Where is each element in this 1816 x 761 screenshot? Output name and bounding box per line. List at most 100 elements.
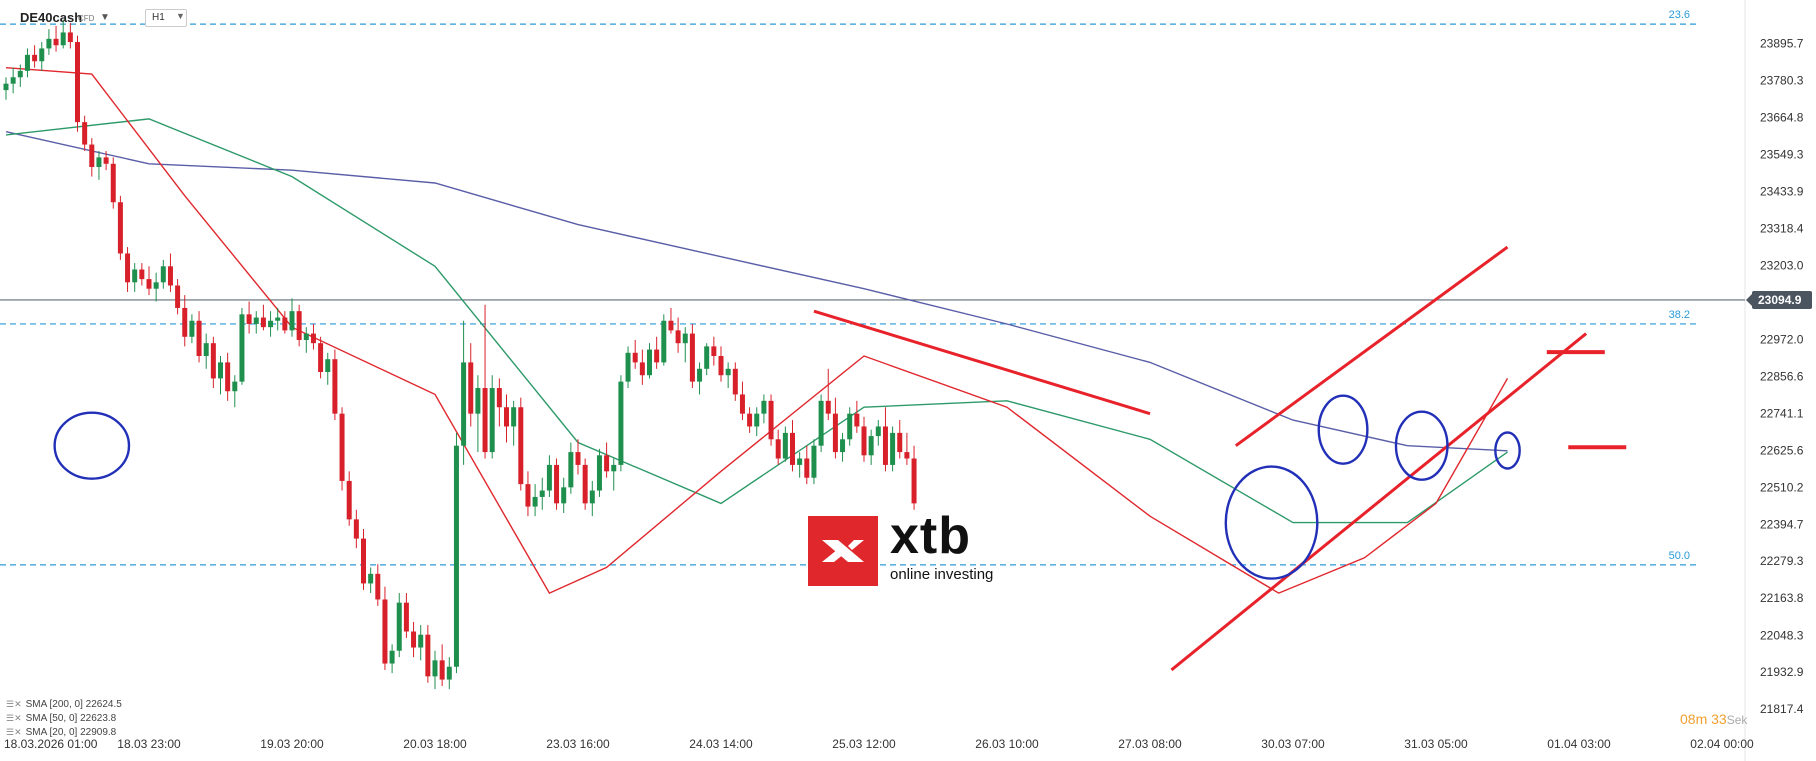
time-tick-label: 20.03 18:00: [403, 737, 467, 751]
candle: [275, 307, 281, 331]
candle: [418, 625, 424, 661]
candle: [739, 381, 745, 421]
candle: [332, 349, 338, 421]
legend-item[interactable]: ☰✕ SMA [200, 0] 22624.5: [6, 697, 122, 711]
candle-body: [268, 320, 274, 328]
candle-body: [289, 311, 295, 331]
candle: [139, 263, 145, 286]
candle: [160, 259, 166, 289]
candle: [296, 304, 302, 347]
candle-body: [682, 333, 688, 344]
candle-body: [461, 362, 467, 446]
candle: [754, 407, 760, 437]
fib-level-label: 50.0: [1669, 550, 1690, 562]
candle-body: [368, 573, 374, 584]
candle: [854, 400, 860, 433]
candle: [747, 407, 753, 433]
highlight-circle: [1394, 410, 1449, 481]
candle: [532, 484, 538, 517]
candle-body: [568, 452, 574, 488]
candle: [782, 426, 788, 462]
candle-body: [475, 388, 481, 414]
candle: [361, 528, 366, 590]
candle: [182, 295, 188, 347]
candle-body: [318, 343, 324, 373]
price-tick-label: 23895.7: [1760, 36, 1804, 50]
candle: [704, 343, 710, 376]
candle: [904, 432, 910, 465]
candle: [439, 644, 445, 686]
candle: [875, 420, 881, 446]
timeframe-select[interactable]: H1 ▼: [145, 9, 187, 27]
candle-body: [182, 307, 188, 337]
candle: [89, 138, 95, 177]
candle-body: [403, 602, 409, 632]
candle: [67, 22, 73, 49]
highlight-circle: [1494, 431, 1521, 470]
candle-body: [32, 54, 38, 62]
candle: [897, 420, 903, 459]
candle: [768, 394, 774, 446]
candle: [511, 400, 517, 446]
candle: [17, 64, 23, 87]
candle: [468, 343, 474, 427]
candle-body: [775, 439, 781, 459]
candle-body: [489, 388, 495, 453]
time-tick-label: 02.04 00:00: [1690, 737, 1754, 751]
candle-body: [811, 445, 817, 478]
price-tick-label: 22163.8: [1760, 591, 1804, 605]
list-icon: ☰✕: [6, 699, 22, 709]
candle: [103, 150, 109, 171]
legend-label: SMA [20, 0] 22909.8: [25, 727, 117, 738]
candle-body: [411, 631, 417, 648]
candle: [539, 477, 545, 510]
candle: [346, 471, 352, 526]
candle: [389, 644, 395, 674]
candle: [496, 378, 502, 427]
legend-item[interactable]: ☰✕ SMA [50, 0] 22623.8: [6, 711, 122, 725]
chart-header: DE40cash CFD ▼ H1 ▼: [0, 0, 1700, 36]
candle: [582, 458, 588, 510]
candle: [289, 298, 295, 337]
legend-label: SMA [50, 0] 22623.8: [25, 713, 117, 724]
candle-body: [175, 285, 181, 308]
candle-body: [110, 163, 116, 203]
candle: [53, 26, 59, 52]
candle: [268, 311, 274, 337]
candle-body: [46, 38, 52, 49]
candle-body: [468, 362, 474, 414]
countdown-min-unit: m: [1695, 711, 1708, 727]
candle: [861, 416, 867, 462]
candle-body: [139, 269, 145, 280]
candle-body: [861, 426, 867, 456]
chevron-down-icon[interactable]: ▼: [100, 12, 110, 23]
candle-body: [282, 317, 288, 331]
price-tick-label: 23203.0: [1760, 258, 1804, 272]
sma-line: [5, 67, 1509, 594]
candle-body: [818, 400, 824, 446]
candle-body: [782, 432, 788, 459]
candle: [253, 311, 259, 334]
candle: [32, 45, 38, 68]
candle-body: [339, 413, 345, 481]
candle-body: [375, 573, 381, 600]
candle: [868, 429, 874, 465]
symbol-name[interactable]: DE40cash: [20, 10, 83, 25]
candle-body: [832, 413, 838, 453]
candle-body: [117, 202, 123, 254]
fib-level-label: 23.6: [1669, 9, 1690, 21]
candle-body: [432, 660, 438, 677]
legend-item[interactable]: ☰✕ SMA [20, 0] 22909.8: [6, 725, 122, 739]
candle-countdown: 08m 33Sek: [1680, 711, 1747, 727]
candle-body: [218, 362, 223, 379]
candle-body: [554, 464, 560, 504]
candle: [697, 362, 703, 395]
candle: [632, 339, 638, 369]
candle-body: [575, 452, 581, 465]
candle: [39, 42, 45, 71]
candle: [175, 279, 181, 315]
highlight-circle: [1317, 394, 1369, 465]
candle-body: [196, 320, 202, 356]
